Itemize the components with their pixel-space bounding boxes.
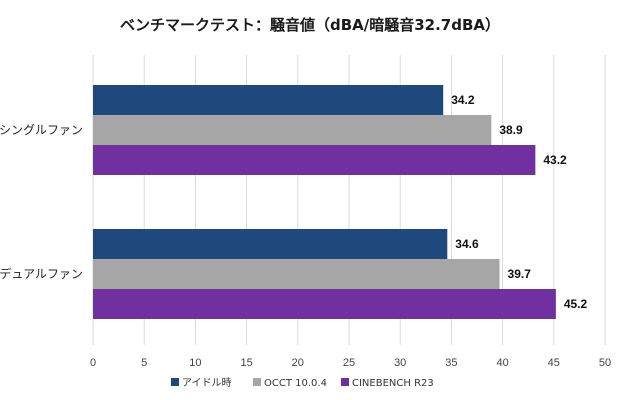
legend-swatch	[341, 378, 349, 386]
legend-swatch	[253, 378, 261, 386]
bar	[93, 85, 444, 115]
x-tick-label: 0	[90, 357, 96, 369]
bar	[93, 145, 536, 175]
x-tick-label: 10	[189, 357, 201, 369]
bars	[93, 85, 556, 319]
bar	[93, 229, 448, 259]
x-tick-label: 25	[343, 357, 355, 369]
bar-value-label: 39.7	[508, 267, 532, 281]
legend-label: アイドル時	[182, 377, 232, 389]
x-tick-label: 40	[496, 357, 508, 369]
bar	[93, 115, 492, 145]
x-tick-label: 50	[599, 357, 611, 369]
bar	[93, 289, 556, 319]
x-tick-label: 35	[445, 357, 457, 369]
bar	[93, 259, 500, 289]
data-labels: 34.2 38.9 43.2 34.6 39.7 45.2	[451, 93, 587, 311]
category-label: デュアルファン	[0, 266, 83, 281]
x-tick-label: 30	[394, 357, 406, 369]
bar-value-label: 34.6	[455, 237, 479, 251]
bar-value-label: 43.2	[543, 153, 567, 167]
x-tick-label: 15	[240, 357, 252, 369]
legend-swatch	[171, 378, 179, 386]
legend-label: CINEBENCH R23	[352, 378, 434, 389]
chart-title: ベンチマークテスト：騒音値（dBA/暗騒音32.7dBA）	[120, 16, 500, 34]
bar-value-label: 38.9	[499, 123, 523, 137]
legend-label: OCCT 10.0.4	[264, 378, 327, 389]
x-axis-ticks: 0 5 10 15 20 25 30 35 40 45 50	[90, 357, 611, 369]
bar-value-label: 34.2	[451, 93, 475, 107]
x-tick-label: 45	[548, 357, 560, 369]
category-label: シングルファン	[0, 123, 83, 137]
legend: アイドル時 OCCT 10.0.4 CINEBENCH R23	[171, 377, 434, 389]
x-tick-label: 20	[292, 357, 304, 369]
x-tick-label: 5	[141, 357, 147, 369]
bar-value-label: 45.2	[564, 297, 588, 311]
